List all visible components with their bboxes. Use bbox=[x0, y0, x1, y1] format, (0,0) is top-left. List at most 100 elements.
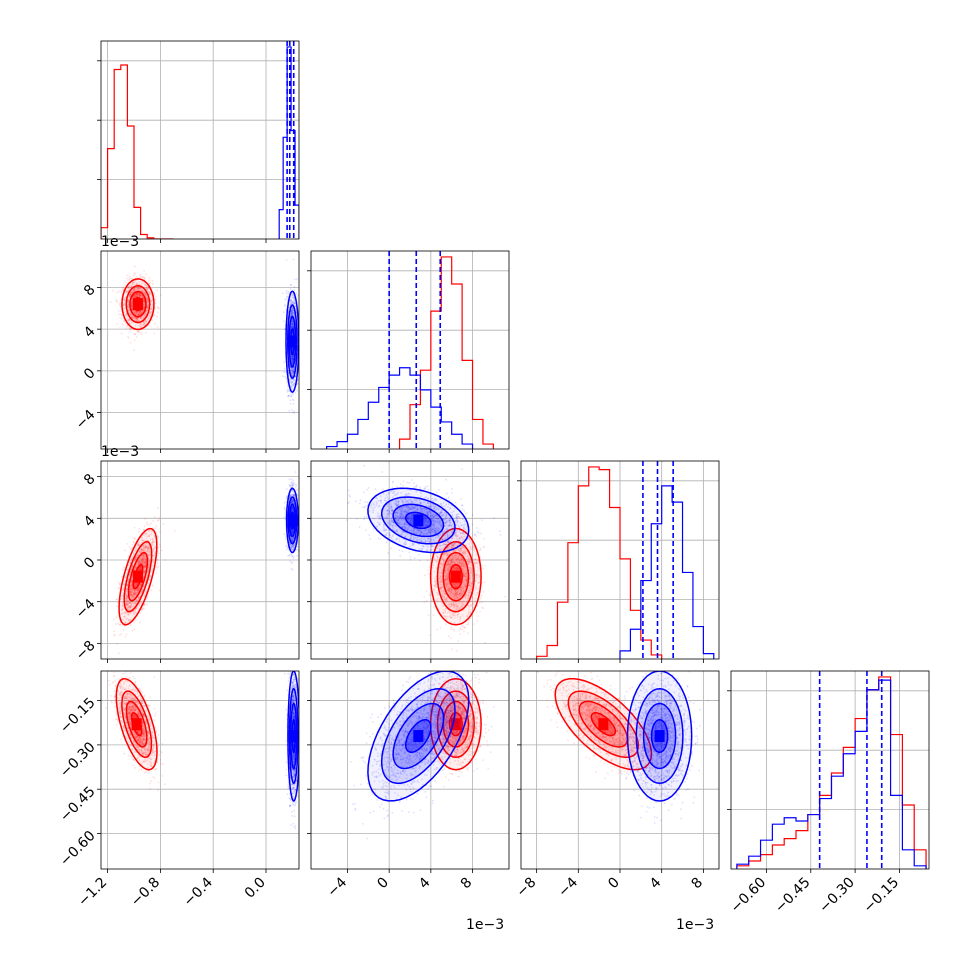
sample-point bbox=[134, 295, 137, 298]
sample-point bbox=[131, 316, 134, 318]
sample-point bbox=[131, 306, 134, 308]
sample-point bbox=[138, 288, 141, 291]
sample-point bbox=[129, 329, 132, 332]
sample-point bbox=[127, 305, 130, 308]
sample-point bbox=[122, 568, 124, 571]
sample-point bbox=[290, 323, 293, 326]
sample-point bbox=[122, 287, 125, 290]
sample-point bbox=[285, 259, 288, 261]
sample-point bbox=[130, 568, 132, 571]
sample-point bbox=[136, 317, 138, 320]
sample-point bbox=[133, 289, 136, 291]
sample-point bbox=[159, 543, 161, 546]
peak-cell bbox=[287, 335, 298, 348]
sample-point bbox=[126, 543, 129, 545]
sample-point bbox=[139, 313, 141, 316]
sample-point bbox=[136, 295, 138, 297]
sample-point bbox=[292, 357, 294, 359]
sample-point bbox=[173, 530, 176, 532]
sample-point bbox=[139, 287, 142, 289]
sample-point bbox=[146, 299, 149, 302]
sample-point bbox=[145, 286, 148, 289]
sample-point bbox=[281, 292, 284, 295]
sample-point bbox=[126, 595, 129, 597]
sample-point bbox=[134, 289, 136, 291]
sample-point bbox=[294, 302, 296, 305]
sample-point bbox=[292, 384, 295, 387]
sample-point bbox=[113, 630, 116, 633]
sample-point bbox=[156, 326, 159, 328]
sample-point bbox=[134, 324, 137, 327]
sample-point bbox=[140, 287, 142, 290]
sample-point bbox=[143, 291, 146, 293]
sample-point bbox=[293, 379, 296, 382]
sample-point bbox=[137, 286, 140, 289]
sample-point bbox=[291, 326, 293, 329]
sample-point bbox=[292, 357, 295, 359]
sample-point bbox=[133, 333, 135, 335]
sample-point bbox=[137, 562, 139, 565]
sample-point bbox=[126, 617, 128, 620]
sample-point bbox=[143, 539, 145, 542]
sample-point bbox=[292, 382, 295, 385]
sample-point bbox=[124, 549, 127, 552]
sample-point bbox=[133, 311, 136, 314]
sample-point bbox=[291, 309, 294, 312]
sample-point bbox=[291, 326, 294, 328]
sample-point bbox=[290, 313, 292, 316]
sample-point bbox=[137, 562, 140, 565]
sample-point bbox=[154, 295, 157, 298]
sample-point bbox=[141, 280, 144, 283]
sample-point bbox=[290, 369, 292, 372]
sample-point bbox=[143, 291, 146, 294]
sample-point bbox=[301, 364, 303, 366]
sample-point bbox=[146, 305, 149, 308]
sample-point bbox=[294, 391, 297, 394]
sample-point bbox=[291, 357, 294, 360]
sample-point bbox=[139, 331, 142, 334]
sample-point bbox=[131, 543, 134, 546]
sample-point bbox=[124, 621, 127, 623]
sample-point bbox=[137, 314, 139, 316]
sample-point bbox=[139, 310, 142, 312]
sample-point bbox=[126, 274, 129, 277]
sample-point bbox=[296, 389, 299, 392]
sample-point bbox=[291, 300, 293, 303]
sample-point bbox=[145, 295, 148, 298]
sample-point bbox=[124, 636, 127, 638]
sample-point bbox=[124, 612, 126, 615]
sample-point bbox=[291, 355, 294, 358]
sample-point bbox=[293, 412, 296, 415]
sample-point bbox=[291, 311, 293, 314]
sample-point bbox=[148, 282, 151, 285]
sample-point bbox=[134, 294, 137, 297]
sample-point bbox=[290, 325, 293, 328]
sample-point bbox=[291, 358, 294, 360]
sample-point bbox=[290, 310, 293, 312]
sample-point bbox=[146, 306, 148, 309]
sample-point bbox=[128, 322, 131, 325]
sample-point bbox=[144, 319, 147, 322]
sample-point bbox=[291, 358, 294, 361]
sample-point bbox=[290, 314, 293, 317]
sample-point bbox=[143, 299, 146, 302]
sample-point bbox=[164, 559, 167, 561]
sample-point bbox=[132, 274, 135, 277]
axes-frame bbox=[100, 250, 300, 450]
sample-point bbox=[142, 315, 145, 318]
sample-point bbox=[148, 293, 151, 296]
peak-cell bbox=[132, 570, 143, 583]
sample-point bbox=[143, 322, 146, 325]
sample-point bbox=[143, 603, 146, 606]
sample-point bbox=[146, 305, 149, 308]
sample-point bbox=[137, 314, 139, 317]
sample-point bbox=[143, 324, 146, 326]
x-tick-label: −0.45 bbox=[772, 875, 814, 917]
sample-point bbox=[291, 357, 293, 360]
sample-point bbox=[291, 313, 294, 315]
sample-point bbox=[123, 298, 125, 301]
sample-point bbox=[291, 358, 294, 361]
sample-point bbox=[149, 575, 152, 577]
sample-point bbox=[291, 356, 293, 359]
sample-point bbox=[134, 280, 137, 282]
